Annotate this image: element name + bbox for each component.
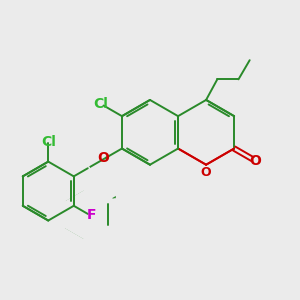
Text: F: F	[123, 184, 133, 198]
Text: Cl: Cl	[93, 97, 108, 111]
Text: Cl: Cl	[41, 135, 56, 149]
Text: O: O	[97, 151, 109, 165]
Text: F: F	[86, 208, 96, 222]
Text: O: O	[201, 166, 212, 179]
Text: O: O	[250, 154, 262, 168]
